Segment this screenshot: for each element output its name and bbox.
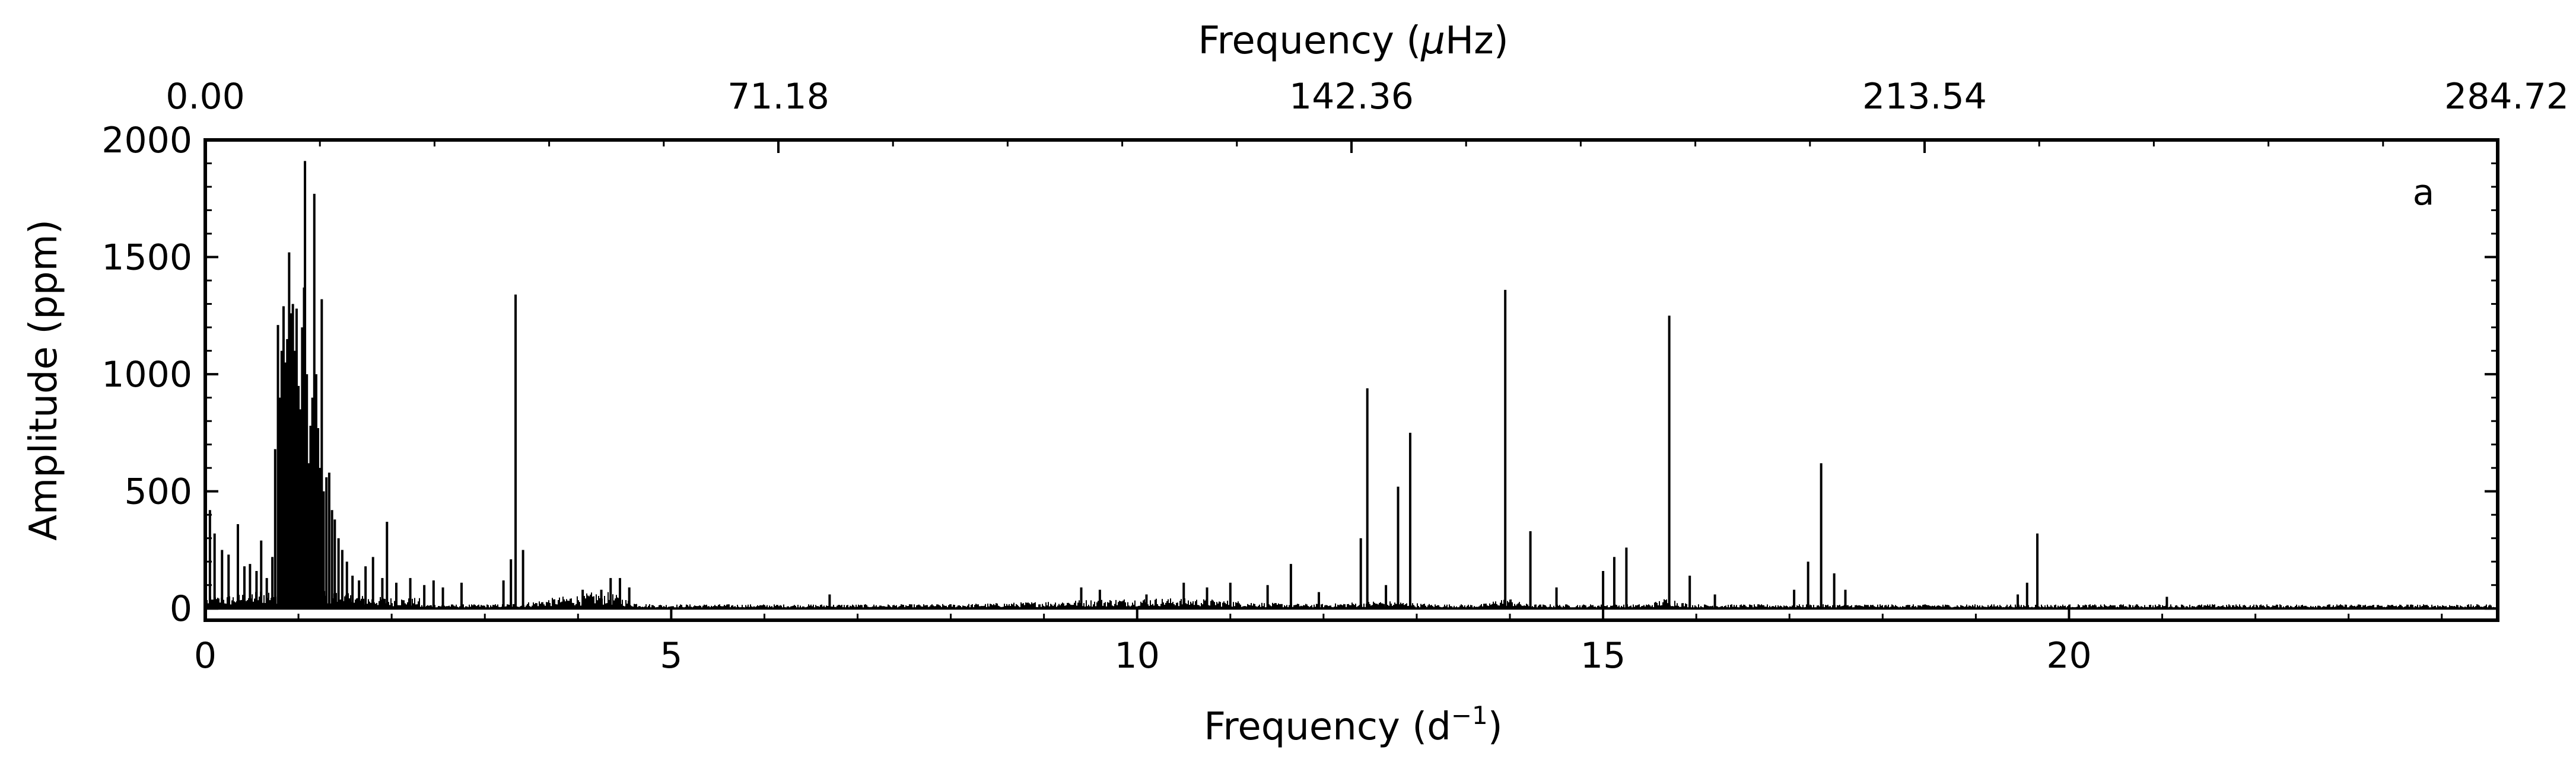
y-tick-label: 0 [170, 588, 192, 630]
top-axis-title: Frequency (μHz) [1198, 19, 1508, 63]
tick-layer: 0 5 10 15 20 0.00 71.18 142.36 213.54 284.72 0 500 1… [101, 76, 2569, 677]
top-x-tick-label: 0.00 [166, 76, 245, 117]
y-tick-label: 1500 [101, 237, 192, 279]
bottom-axis-title: Frequency (d−1) [1204, 701, 1502, 749]
y-tick-label: 2000 [101, 120, 192, 161]
x-tick-label: 0 [194, 635, 217, 677]
bottom-axis-title-suffix: ) [1488, 705, 1503, 749]
top-x-tick-label: 142.36 [1289, 76, 1414, 117]
top-axis-title-mu: μ [1420, 19, 1445, 63]
y-axis-title: Amplitude (ppm) [22, 219, 66, 541]
x-tick-label: 20 [2046, 635, 2091, 677]
x-tick-label: 15 [1580, 635, 1626, 677]
top-x-tick-label: 71.18 [727, 76, 829, 117]
y-tick-label: 500 [124, 471, 192, 513]
bottom-axis-title-sup: −1 [1451, 701, 1488, 730]
panel-label: a [2413, 172, 2435, 213]
top-x-tick-label: 213.54 [1862, 76, 1987, 117]
y-tick-label: 1000 [101, 354, 192, 395]
top-axis-title-unit: Hz) [1445, 19, 1509, 63]
x-tick-label: 5 [660, 635, 682, 677]
x-tick-label: 10 [1115, 635, 1160, 677]
spectrum-layer [205, 161, 2498, 610]
top-axis-title-text: Frequency ( [1198, 19, 1421, 63]
bottom-axis-title-text: Frequency (d [1204, 705, 1451, 749]
plot-frame [203, 138, 2499, 622]
top-x-tick-label: 284.72 [2444, 76, 2569, 117]
